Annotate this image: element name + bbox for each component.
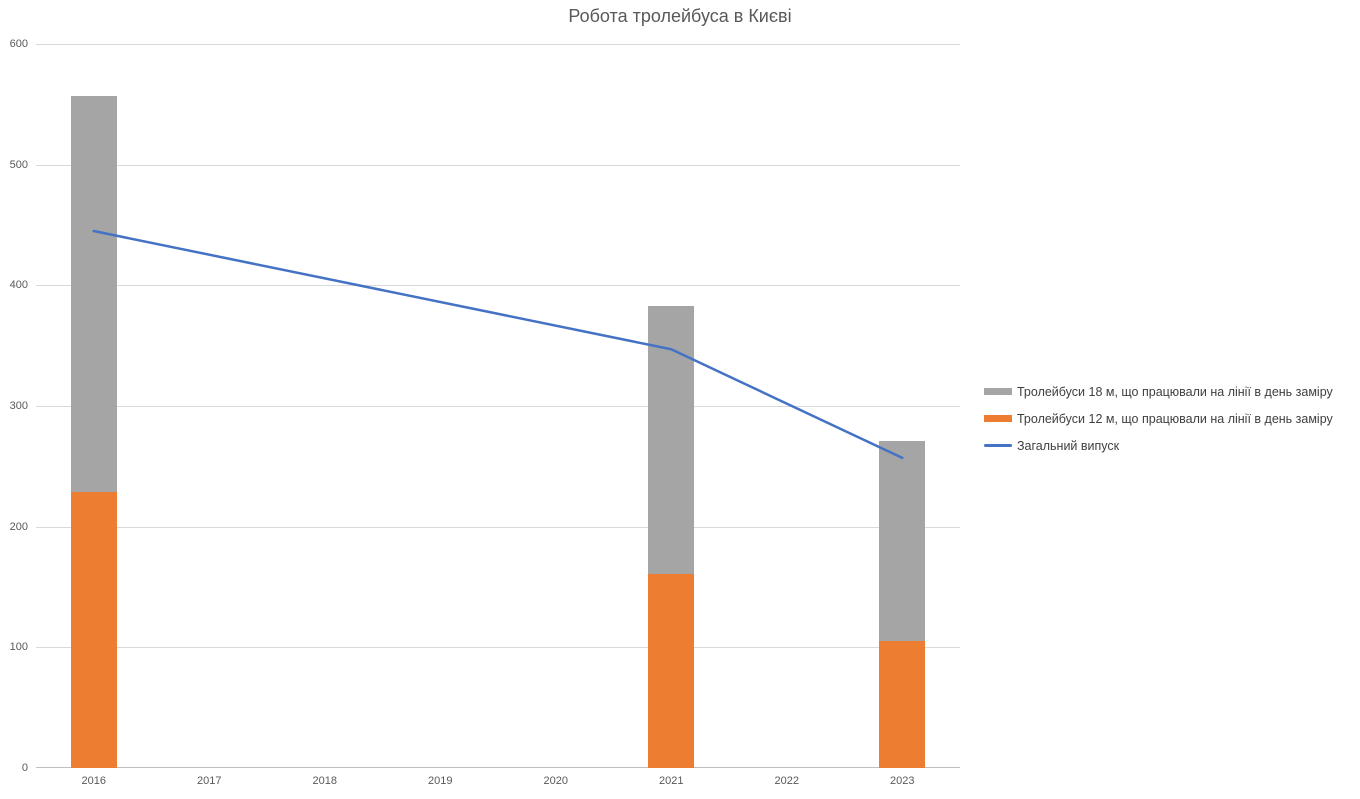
y-tick-label-500: 500	[9, 158, 28, 171]
gridline-y-600	[36, 44, 960, 45]
total-output-line	[92, 229, 904, 460]
y-tick-label-200: 200	[9, 520, 28, 533]
y-tick-label-600: 600	[9, 38, 28, 50]
legend-swatch-bar-orange	[984, 415, 1012, 422]
gridline-y-500	[36, 164, 960, 166]
bar-segment-18m-2023	[879, 440, 926, 642]
x-tick-label-2022: 2022	[774, 775, 799, 787]
bar-segment-18m-2016	[70, 95, 117, 492]
legend-label-total: Загальний випуск	[1017, 438, 1120, 453]
legend-item-12m: Тролейбуси 12 м, що працювали на лінії в…	[984, 405, 1333, 432]
gridline-y-300	[36, 406, 960, 407]
x-tick-label-2021: 2021	[659, 775, 684, 787]
x-tick-label-2018: 2018	[312, 775, 337, 787]
chart-title: Робота тролейбуса в Києві	[568, 6, 792, 26]
legend-label-12m: Тролейбуси 12 м, що працювали на лінії в…	[1017, 411, 1333, 426]
x-tick-label-2020: 2020	[543, 775, 568, 787]
total-output-polyline	[92, 229, 904, 460]
x-tick-label-2017: 2017	[197, 775, 222, 787]
x-tick-label-2016: 2016	[81, 775, 106, 787]
legend: Тролейбуси 18 м, що працювали на лінії в…	[984, 378, 1333, 459]
legend-label-18m: Тролейбуси 18 м, що працювали на лінії в…	[1017, 384, 1333, 399]
legend-swatch-bar-gray	[984, 388, 1012, 395]
legend-swatch-line-blue	[984, 444, 1012, 447]
x-axis-labels: 2016 2017 2018 2019 2020 2021 2022 2023	[36, 770, 960, 794]
x-axis-line	[36, 767, 960, 768]
gridline-y-400	[36, 285, 960, 287]
gridline-y-200	[36, 526, 960, 528]
y-tick-label-100: 100	[9, 641, 28, 654]
y-axis-labels: 0 100 200 300 400 500 600	[0, 38, 28, 774]
bar-segment-12m-2021	[648, 573, 695, 768]
bar-segment-12m-2023	[879, 641, 926, 768]
x-tick-label-2019: 2019	[428, 775, 453, 787]
y-tick-label-400: 400	[9, 279, 28, 292]
legend-item-18m: Тролейбуси 18 м, що працювали на лінії в…	[984, 378, 1333, 405]
legend-item-total: Загальний випуск	[984, 432, 1333, 459]
y-tick-label-0: 0	[21, 762, 28, 774]
bar-segment-12m-2016	[70, 491, 117, 768]
gridline-y-100	[36, 647, 960, 649]
y-tick-label-300: 300	[9, 400, 28, 412]
x-tick-label-2023: 2023	[890, 775, 915, 787]
plot-area	[36, 44, 960, 768]
